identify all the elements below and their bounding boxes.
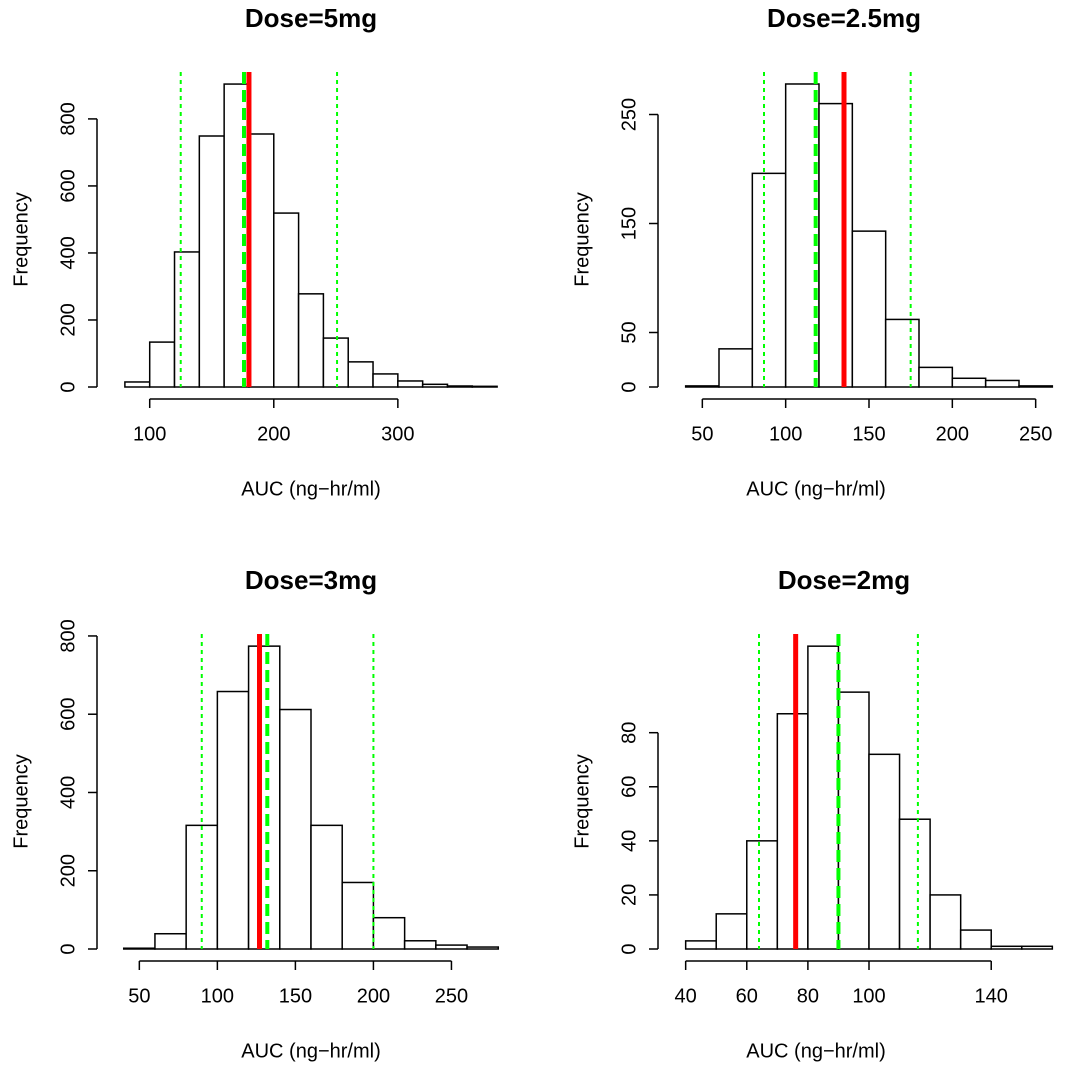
bar [148, 341, 176, 388]
y-axis-label: Frequency [10, 192, 32, 287]
bar [310, 824, 343, 950]
x-tick-label: 50 [691, 423, 713, 445]
bar [884, 318, 920, 388]
x-axis-label: AUC (ng−hr/ml) [241, 1040, 380, 1062]
bar [1021, 945, 1054, 950]
y-tick-label: 150 [618, 207, 640, 240]
chart-title: Dose=2.5mg [767, 3, 921, 33]
bar [684, 940, 717, 950]
bar [851, 230, 887, 388]
x-tick-label: 100 [201, 985, 234, 1007]
bar [776, 713, 809, 950]
bar [435, 944, 468, 950]
x-tick-label: 200 [257, 423, 290, 445]
x-tick-label: 40 [675, 985, 697, 1007]
bar [868, 753, 901, 950]
x-tick-label: 50 [128, 985, 150, 1007]
bar [198, 135, 225, 388]
bar [718, 348, 754, 388]
bar [421, 383, 449, 388]
bar [347, 361, 374, 388]
bar [122, 947, 156, 950]
y-tick-label: 50 [618, 321, 640, 343]
y-tick-label: 600 [57, 169, 79, 202]
y-tick-label: 20 [618, 884, 640, 906]
y-tick-label: 400 [57, 236, 79, 269]
chart-title: Dose=2mg [778, 565, 910, 595]
bar [751, 172, 787, 388]
x-tick-label: 100 [133, 423, 166, 445]
y-tick-label: 200 [57, 854, 79, 887]
bar [247, 645, 281, 950]
bar [1018, 385, 1054, 388]
y-tick-label: 40 [618, 830, 640, 852]
x-tick-label: 150 [279, 985, 312, 1007]
x-tick-label: 250 [435, 985, 468, 1007]
bar [918, 366, 954, 388]
y-tick-label: 200 [57, 303, 79, 336]
bar [746, 840, 779, 950]
y-tick-label: 60 [618, 776, 640, 798]
y-tick-label: 0 [618, 943, 640, 954]
bar [297, 293, 325, 388]
y-tick-label: 600 [57, 698, 79, 731]
bar [322, 337, 349, 388]
bar [951, 377, 987, 388]
bar [173, 251, 201, 388]
bar [684, 385, 720, 388]
x-tick-label: 60 [736, 985, 758, 1007]
bar [446, 385, 474, 388]
bar [154, 932, 187, 950]
bar [397, 380, 424, 388]
x-tick-label: 140 [975, 985, 1008, 1007]
x-axis-label: AUC (ng−hr/ml) [746, 478, 885, 500]
y-tick-label: 0 [57, 943, 79, 954]
bar [784, 83, 820, 388]
x-axis-label: AUC (ng−hr/ml) [746, 1040, 885, 1062]
y-tick-label: 80 [618, 722, 640, 744]
bar [341, 881, 375, 950]
x-tick-label: 80 [797, 985, 819, 1007]
bar [216, 690, 250, 950]
bar [807, 645, 840, 950]
chart-title: Dose=3mg [245, 565, 377, 595]
bar [984, 379, 1020, 388]
y-tick-label: 0 [618, 381, 640, 392]
bar [837, 691, 870, 950]
x-tick-label: 200 [357, 985, 390, 1007]
y-axis-label: Frequency [10, 754, 32, 849]
bar [929, 894, 962, 950]
x-tick-label: 300 [381, 423, 414, 445]
bar [248, 133, 275, 388]
bar [372, 916, 406, 950]
bar [818, 102, 854, 388]
y-tick-label: 800 [57, 619, 79, 652]
x-tick-label: 100 [769, 423, 802, 445]
x-tick-label: 150 [852, 423, 885, 445]
y-axis-label: Frequency [571, 754, 593, 849]
bar [124, 381, 151, 388]
y-tick-label: 0 [57, 381, 79, 392]
chart-title: Dose=5mg [245, 3, 377, 33]
x-tick-label: 200 [936, 423, 969, 445]
bar [898, 818, 931, 950]
x-tick-label: 100 [852, 985, 885, 1007]
bar [990, 945, 1023, 950]
bar [279, 708, 312, 950]
bar [959, 929, 992, 950]
y-axis-label: Frequency [571, 192, 593, 287]
bar [715, 913, 748, 950]
bar [273, 212, 300, 388]
bar [403, 940, 437, 950]
y-tick-label: 800 [57, 102, 79, 135]
y-tick-label: 400 [57, 776, 79, 809]
x-tick-label: 250 [1019, 423, 1052, 445]
bar [471, 385, 498, 388]
bar [372, 373, 399, 388]
x-axis-label: AUC (ng−hr/ml) [241, 478, 380, 500]
y-tick-label: 250 [618, 98, 640, 131]
bar [466, 946, 500, 950]
